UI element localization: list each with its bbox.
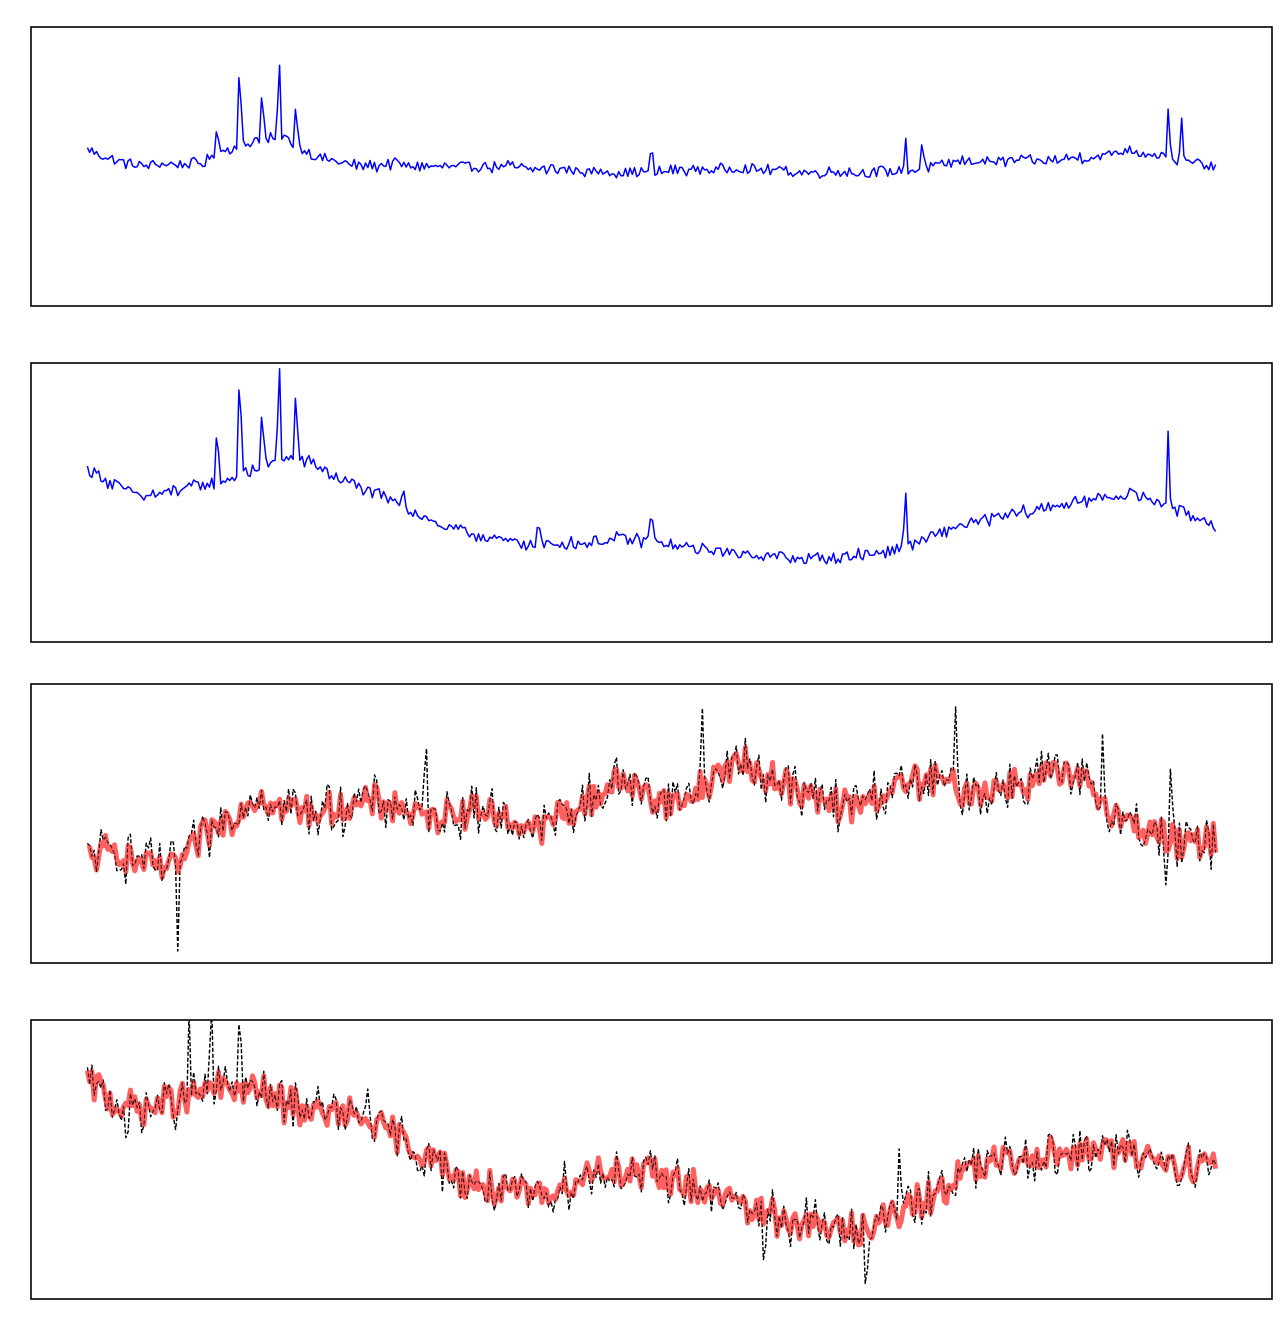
- subplot-3: [30, 683, 1273, 964]
- subplot-2-frame: [30, 362, 1273, 643]
- subplot-3-series-2-line: [86, 745, 1219, 880]
- subplot-2-series-1-line: [86, 367, 1217, 565]
- subplot-3-series-1-line: [86, 706, 1217, 952]
- subplot-4: [30, 1019, 1273, 1300]
- subplot-3-frame: [30, 683, 1273, 964]
- subplot-1: [30, 26, 1273, 307]
- subplot-2: [30, 362, 1273, 643]
- subplot-4-series-1-overlay-line: [86, 1020, 1217, 1284]
- subplot-1-series-1-line: [86, 64, 1217, 179]
- subplot-4-series-2-line: [84, 1068, 1219, 1248]
- subplot-1-frame: [30, 26, 1273, 307]
- subplot-4-frame: [30, 1019, 1273, 1300]
- subplot-3-series-1-overlay-line: [87, 706, 1217, 952]
